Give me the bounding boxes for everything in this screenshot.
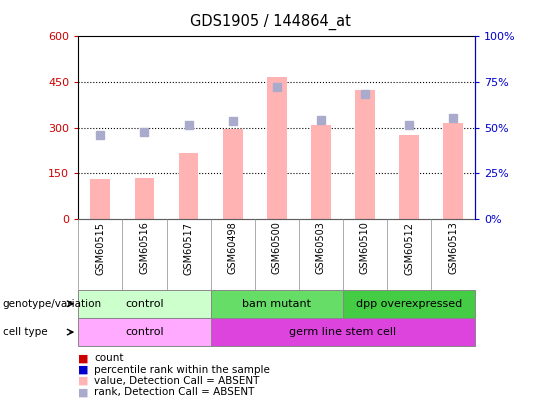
Bar bbox=[343, 290, 475, 318]
Text: dpp overexpressed: dpp overexpressed bbox=[356, 299, 462, 309]
Text: ■: ■ bbox=[78, 388, 89, 397]
Bar bbox=[78, 318, 211, 346]
Text: ■: ■ bbox=[78, 354, 89, 363]
Text: ■: ■ bbox=[78, 365, 89, 375]
Bar bbox=[443, 123, 463, 219]
Text: percentile rank within the sample: percentile rank within the sample bbox=[94, 365, 271, 375]
Text: GSM60517: GSM60517 bbox=[184, 222, 193, 275]
Bar bbox=[267, 77, 287, 219]
Bar bbox=[355, 90, 375, 219]
Text: GSM60503: GSM60503 bbox=[316, 222, 326, 275]
Bar bbox=[90, 179, 110, 219]
Text: count: count bbox=[94, 354, 124, 363]
Text: genotype/variation: genotype/variation bbox=[3, 299, 102, 309]
Bar bbox=[211, 290, 343, 318]
Text: GSM60510: GSM60510 bbox=[360, 222, 370, 275]
Text: ■: ■ bbox=[78, 376, 89, 386]
Bar bbox=[134, 178, 154, 219]
Text: GSM60500: GSM60500 bbox=[272, 222, 282, 275]
Text: control: control bbox=[125, 299, 164, 309]
Text: cell type: cell type bbox=[3, 327, 48, 337]
Text: GSM60515: GSM60515 bbox=[96, 222, 105, 275]
Text: value, Detection Call = ABSENT: value, Detection Call = ABSENT bbox=[94, 376, 260, 386]
Text: GSM60513: GSM60513 bbox=[448, 222, 458, 275]
Bar bbox=[211, 318, 475, 346]
Bar bbox=[179, 153, 199, 219]
Text: GSM60498: GSM60498 bbox=[228, 222, 238, 274]
Text: control: control bbox=[125, 327, 164, 337]
Bar bbox=[78, 290, 211, 318]
Bar bbox=[311, 124, 331, 219]
Text: GSM60516: GSM60516 bbox=[139, 222, 150, 275]
Text: GSM60512: GSM60512 bbox=[404, 222, 414, 275]
Text: rank, Detection Call = ABSENT: rank, Detection Call = ABSENT bbox=[94, 388, 255, 397]
Bar bbox=[399, 135, 419, 219]
Text: bam mutant: bam mutant bbox=[242, 299, 311, 309]
Text: GDS1905 / 144864_at: GDS1905 / 144864_at bbox=[190, 14, 350, 30]
Text: germ line stem cell: germ line stem cell bbox=[289, 327, 396, 337]
Bar bbox=[222, 129, 242, 219]
